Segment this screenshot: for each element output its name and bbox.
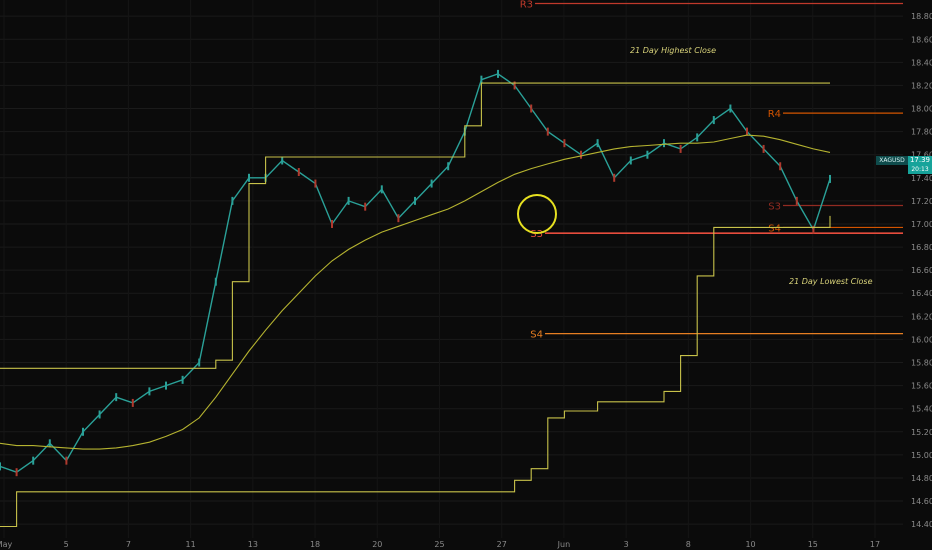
series-line [0,215,831,528]
x-tick-label: 13 [248,540,258,549]
y-tick-label: 16.20 [911,312,932,321]
highlight-circle [517,194,557,234]
y-tick-label: 14.80 [911,474,932,483]
y-tick-label: 17.60 [911,151,932,160]
y-tick-label: 16.80 [911,243,932,252]
pivot-levels: R3 R4 S3 S4 S3 S4 [520,0,903,341]
y-tick-label: 17.20 [911,197,932,206]
x-tick-label: Jun [557,540,571,549]
x-axis: May 5 7 11 13 18 20 25 27 Jun 3 8 10 15 17 [0,540,880,549]
series-line [0,73,831,473]
y-tick-label: 14.60 [911,497,932,506]
pivot-level-label: R4 [768,109,781,120]
x-tick-label: 3 [624,540,629,549]
x-tick-label: 18 [310,540,320,549]
y-tick-label: 17.80 [911,128,932,137]
pivot-level-label: S3 [530,229,543,240]
x-tick-label: 17 [870,540,880,549]
y-tick-label: 14.40 [911,520,932,529]
y-tick-label: 18.40 [911,58,932,67]
y-tick-label: 18.60 [911,35,932,44]
x-tick-label: 11 [186,540,196,549]
y-tick-label: 16.40 [911,289,932,298]
series-line [0,134,831,450]
y-tick-label: 17.40 [911,174,932,183]
series-group [0,69,831,528]
x-tick-label: 8 [686,540,691,549]
x-tick-label: May [0,540,13,549]
y-tick-label: 15.60 [911,382,932,391]
x-tick-label: 20 [372,540,382,549]
annotation-highest-close: 21 Day Highest Close [630,46,716,55]
y-tick-label: 17.00 [911,220,932,229]
y-tick-label: 16.00 [911,335,932,344]
pivot-level-label: S4 [768,223,781,234]
x-tick-label: 5 [64,540,69,549]
y-tick-label: 15.80 [911,359,932,368]
countdown-badge: 20:13 [908,165,932,174]
pivot-level-label: R3 [520,0,533,10]
x-tick-label: 27 [497,540,507,549]
x-tick-label: 25 [434,540,444,549]
x-tick-label: 15 [808,540,818,549]
y-tick-label: 15.00 [911,451,932,460]
series-line [0,82,830,369]
last-price-badge: 17.39 [908,156,932,165]
pivot-level-label: S4 [530,330,543,341]
x-tick-label: 10 [745,540,755,549]
pivot-level-label: S3 [768,202,781,213]
gridlines [0,15,903,525]
x-tick-label: 7 [126,540,131,549]
y-tick-label: 18.00 [911,105,932,114]
y-tick-label: 15.40 [911,405,932,414]
y-tick-label: 18.20 [911,81,932,90]
symbol-badge: XAGUSD [876,156,908,165]
y-axis: 18.80 18.60 18.40 18.20 18.00 17.80 17.60 17.40… [911,12,932,529]
y-tick-label: 15.20 [911,428,932,437]
y-tick-label: 18.80 [911,12,932,21]
y-tick-label: 16.60 [911,266,932,275]
annotation-lowest-close: 21 Day Lowest Close [789,277,873,286]
